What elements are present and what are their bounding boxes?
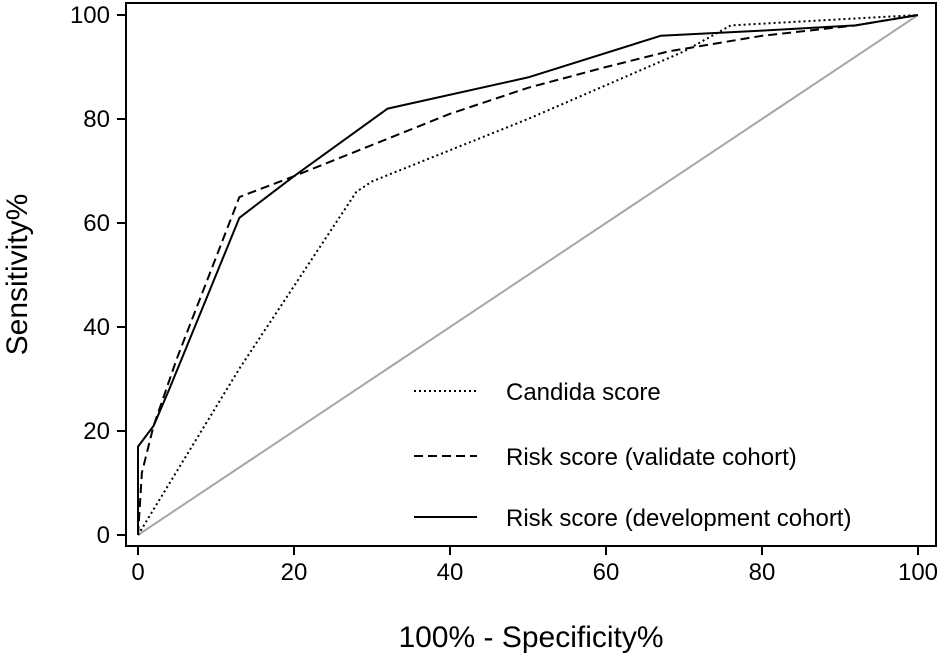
reference-diagonal-line [137, 14, 919, 536]
y-tick-label: 20 [83, 418, 110, 445]
legend-label: Risk score (validate cohort) [506, 444, 797, 471]
x-axis-title: 100% - Specificity% [398, 621, 663, 654]
tick-layer [117, 14, 919, 555]
legend-item-risk-score-validate: Risk score (validate cohort) [414, 444, 797, 471]
series-line-risk-score-validate [137, 14, 919, 536]
legend-item-candida-score: Candida score [414, 379, 661, 406]
series-line-candida-score [137, 14, 919, 536]
y-axis-title: Sensitivity% [1, 194, 34, 356]
series-line-risk-score-development [137, 14, 919, 535]
legend-label: Candida score [506, 379, 661, 406]
plot-frame [125, 2, 937, 547]
y-tick-label: 40 [83, 314, 110, 341]
x-tick-label: 40 [437, 559, 464, 586]
x-tick-label: 100 [898, 559, 938, 586]
y-tick-label: 80 [83, 106, 110, 133]
series-layer [137, 14, 919, 536]
y-tick-label: 0 [97, 522, 110, 549]
y-tick-label: 100 [70, 2, 110, 29]
x-tick-label: 60 [593, 559, 620, 586]
legend-label: Risk score (development cohort) [506, 505, 851, 532]
legend: Candida score Risk score (validate cohort… [414, 379, 851, 532]
y-tick-label: 60 [83, 210, 110, 237]
label-layer: 0 20 40 60 80 100 0 20 40 60 80 100 [70, 2, 938, 586]
legend-item-risk-score-development: Risk score (development cohort) [414, 505, 851, 532]
frame-layer [125, 2, 937, 547]
x-tick-label: 0 [131, 559, 144, 586]
x-tick-label: 20 [281, 559, 308, 586]
x-tick-label: 80 [749, 559, 776, 586]
